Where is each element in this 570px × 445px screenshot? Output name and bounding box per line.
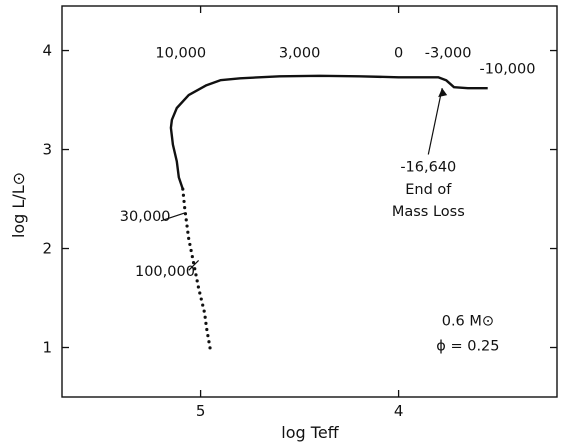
y-axis-label: log L/L⊙ bbox=[9, 172, 28, 238]
plot-frame bbox=[61, 5, 558, 398]
annotations: 10,000 3,000 0 -3,000 -10,000 -16,640 End of Ma… bbox=[120, 45, 536, 354]
leader-line bbox=[160, 212, 185, 222]
annotation-label: Mass Loss bbox=[392, 204, 465, 220]
annotation-label: -16,640 bbox=[400, 159, 456, 175]
annotation-label: 0 bbox=[394, 45, 403, 61]
leader-lines bbox=[160, 88, 448, 271]
y-axis-ticks: 1 2 3 4 bbox=[42, 42, 557, 357]
x-tick-label: 5 bbox=[196, 402, 206, 420]
annotation-label: 30,000 bbox=[120, 209, 171, 225]
y-tick-label: 2 bbox=[42, 240, 52, 258]
evolution-track bbox=[169, 74, 488, 353]
x-axis-label: log Teff bbox=[281, 423, 339, 442]
leader-line bbox=[188, 259, 200, 271]
track-dotted-line bbox=[181, 187, 213, 353]
annotation-label: -10,000 bbox=[480, 61, 536, 77]
x-tick-label: 4 bbox=[394, 402, 404, 420]
leader-line bbox=[427, 88, 443, 155]
arrowhead bbox=[438, 88, 448, 98]
annotation-label: -3,000 bbox=[425, 45, 472, 61]
track-solid-line bbox=[169, 74, 488, 190]
annotation-label: 0.6 M⊙ bbox=[442, 314, 494, 330]
y-tick-label: 3 bbox=[42, 141, 52, 159]
y-tick-label: 1 bbox=[42, 339, 52, 357]
annotation-label: ϕ = 0.25 bbox=[436, 338, 499, 354]
y-tick-label: 4 bbox=[42, 42, 52, 60]
annotation-label: 3,000 bbox=[279, 45, 321, 61]
annotation-label: 100,000 bbox=[135, 264, 195, 280]
annotation-label: 10,000 bbox=[155, 45, 206, 61]
annotation-label: End of bbox=[405, 182, 452, 198]
